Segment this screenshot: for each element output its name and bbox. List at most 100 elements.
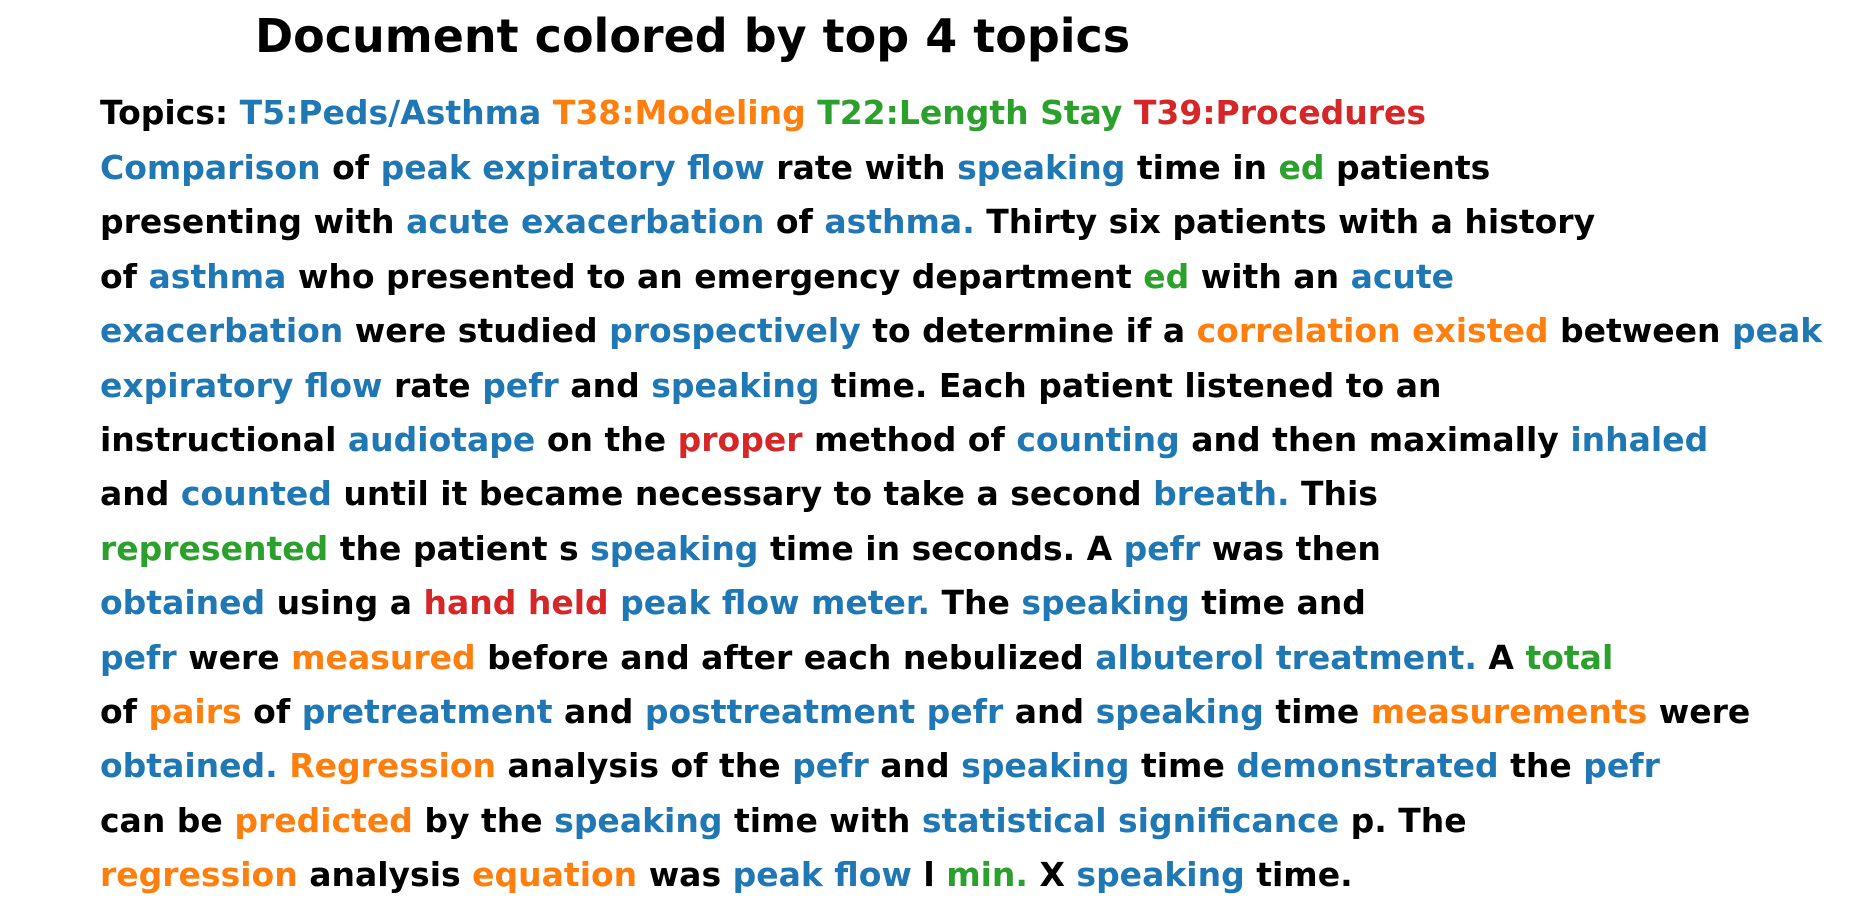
document-line: pefr were measured before and after each… [100, 638, 1613, 678]
topic-phrase-t5: prospectively [609, 311, 861, 351]
plain-text: of [775, 202, 813, 242]
topic-phrase-t5: albuterol treatment. [1095, 637, 1477, 677]
topic-legend: Topics: T5:Peds/Asthma T38:Modeling T22:… [100, 93, 1426, 133]
plain-text: A [1488, 637, 1514, 677]
topic-phrase-t22: ed [1143, 256, 1190, 296]
legend-topic-t38: T38:Modeling [552, 93, 806, 132]
legend-topic-t22: T22:Length Stay [817, 93, 1123, 132]
plain-text: the patient s [339, 528, 579, 568]
legend-label: Topics: [100, 93, 229, 132]
plain-text: by the [424, 800, 543, 840]
document-title: Document colored by top 4 topics [255, 9, 1131, 63]
plain-text: was [648, 855, 722, 895]
topic-phrase-t5: asthma. [824, 202, 975, 242]
plain-text: and [100, 474, 170, 514]
topic-phrase-t5: pefr [1583, 746, 1660, 786]
topic-phrase-t38: equation [472, 855, 638, 895]
plain-text: l [923, 855, 935, 895]
topic-phrase-t5: pretreatment [301, 692, 553, 731]
plain-text: time. [1256, 855, 1353, 895]
topic-phrase-t5: speaking [961, 746, 1130, 786]
plain-text: was then [1211, 528, 1381, 568]
plain-text: of [100, 256, 138, 296]
topic-phrase-t5: peak expiratory flow [380, 148, 765, 187]
document-line: expiratory flow rate pefr and speaking t… [100, 366, 1441, 406]
plain-text: and [880, 746, 950, 786]
plain-text: were [1658, 692, 1751, 731]
document-line: of pairs of pretreatment and posttreatme… [100, 692, 1750, 732]
plain-text: between [1559, 311, 1721, 351]
topic-phrase-t5: acute exacerbation [406, 202, 765, 242]
document-line: presenting with acute exacerbation of as… [100, 202, 1595, 242]
plain-text: using a [276, 583, 412, 623]
topic-phrase-t38: predicted [234, 800, 413, 840]
topic-phrase-t5: posttreatment pefr [644, 692, 1004, 731]
topic-phrase-t5: Comparison [100, 148, 321, 187]
topic-phrase-t38: measurements [1370, 692, 1648, 731]
plain-text: rate with [776, 148, 946, 187]
plain-text: Thirty six patients with a history [986, 202, 1596, 242]
topic-phrase-t5: pefr [1123, 528, 1201, 568]
plain-text: analysis [309, 855, 461, 895]
plain-text: of [100, 692, 138, 731]
topic-phrase-t5: speaking [554, 800, 723, 840]
topic-phrase-t39: hand held [423, 583, 609, 623]
document-line: exacerbation were studied prospectively … [100, 311, 1822, 351]
plain-text: time and [1201, 583, 1366, 623]
topic-phrase-t39: proper [677, 420, 803, 459]
plain-text: X [1039, 855, 1065, 895]
plain-text: time in seconds. A [769, 528, 1113, 568]
plain-text: were studied [354, 311, 598, 351]
topic-phrase-t5: expiratory flow [100, 365, 383, 405]
plain-text: presenting with [100, 202, 395, 242]
plain-text: time [1140, 746, 1225, 786]
topic-phrase-t5: speaking [1095, 692, 1264, 731]
topic-phrase-t5: exacerbation [100, 311, 344, 351]
topic-phrase-t22: represented [100, 528, 329, 568]
document-line: and counted until it became necessary to… [100, 474, 1378, 514]
topic-phrase-t5: speaking [590, 528, 759, 568]
topic-phrase-t5: peak flow [732, 855, 912, 895]
topic-phrase-t5: obtained. [100, 746, 278, 786]
topic-phrase-t5: acute [1350, 256, 1455, 296]
topic-phrase-t5: speaking [651, 365, 820, 405]
legend-topic-t39: T39:Procedures [1133, 93, 1427, 132]
plain-text: p. The [1350, 800, 1467, 840]
topic-phrase-t38: regression [100, 855, 298, 895]
plain-text: can be [100, 800, 223, 840]
plain-text: to determine if a [872, 311, 1186, 351]
plain-text: until it became necessary to take a seco… [343, 474, 1142, 514]
topic-phrase-t5: obtained [100, 583, 266, 623]
plain-text: were [188, 637, 280, 677]
topic-phrase-t38: measured [291, 637, 476, 677]
plain-text: of [253, 692, 291, 731]
document-line: obtained using a hand held peak flow met… [100, 583, 1366, 623]
document-line: can be predicted by the speaking time wi… [100, 801, 1467, 841]
topic-phrase-t38: Regression [289, 746, 497, 786]
document-line: Comparison of peak expiratory flow rate … [100, 148, 1490, 188]
topic-phrase-t5: pefr [482, 365, 559, 405]
topic-phrase-t22: min. [946, 855, 1028, 895]
topic-phrase-t5: peak flow meter. [620, 583, 931, 623]
plain-text: analysis of the [507, 746, 781, 786]
topic-phrase-t38: pairs [148, 692, 242, 731]
plain-text: and [1014, 692, 1085, 731]
document-line: obtained. Regression analysis of the pef… [100, 746, 1660, 786]
plain-text: and [570, 365, 640, 405]
topic-phrase-t5: speaking [957, 148, 1126, 187]
plain-text: of [332, 148, 370, 187]
topic-phrase-t5: inhaled [1570, 420, 1709, 459]
plain-text: method of [813, 420, 1005, 459]
plain-text: patients [1336, 148, 1491, 187]
document-line: represented the patient s speaking time … [100, 529, 1381, 569]
legend-topic-t5: T5:Peds/Asthma [239, 93, 542, 132]
plain-text: with an [1200, 256, 1340, 296]
plain-text: time in [1136, 148, 1268, 187]
plain-text: and [563, 692, 634, 731]
plain-text: time [1275, 692, 1360, 731]
plain-text: instructional [100, 420, 337, 459]
plain-text: time with [733, 800, 911, 840]
topic-phrase-t5: counted [180, 474, 332, 514]
topic-phrase-t5: breath. [1153, 474, 1290, 514]
plain-text: the [1510, 746, 1572, 786]
